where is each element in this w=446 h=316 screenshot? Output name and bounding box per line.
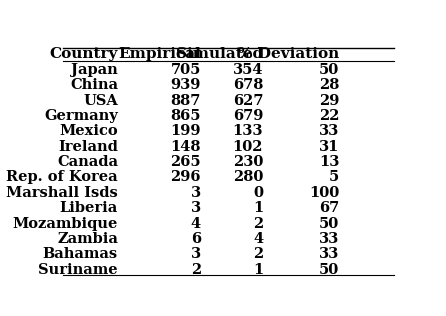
Text: Country: Country — [50, 47, 118, 62]
Text: Marshall Isds: Marshall Isds — [6, 186, 118, 200]
Text: Germany: Germany — [44, 109, 118, 123]
Text: Zambia: Zambia — [57, 232, 118, 246]
Text: 3: 3 — [191, 186, 201, 200]
Text: Japan: Japan — [71, 63, 118, 77]
Text: Canada: Canada — [57, 155, 118, 169]
Text: Suriname: Suriname — [38, 263, 118, 276]
Text: Simulated: Simulated — [176, 47, 263, 62]
Text: 6: 6 — [191, 232, 201, 246]
Text: 50: 50 — [319, 63, 339, 77]
Text: 50: 50 — [319, 263, 339, 276]
Text: China: China — [70, 78, 118, 92]
Text: Empirical: Empirical — [118, 47, 201, 62]
Text: USA: USA — [83, 94, 118, 108]
Text: 4: 4 — [253, 232, 263, 246]
Text: 102: 102 — [233, 140, 263, 154]
Text: 2: 2 — [253, 216, 263, 230]
Text: 4: 4 — [191, 216, 201, 230]
Text: 1: 1 — [253, 263, 263, 276]
Text: 887: 887 — [170, 94, 201, 108]
Text: 33: 33 — [319, 232, 339, 246]
Text: 679: 679 — [233, 109, 263, 123]
Text: 28: 28 — [319, 78, 339, 92]
Text: 1: 1 — [253, 201, 263, 215]
Text: 199: 199 — [170, 125, 201, 138]
Text: Ireland: Ireland — [58, 140, 118, 154]
Text: 678: 678 — [233, 78, 263, 92]
Text: 133: 133 — [233, 125, 263, 138]
Text: 2: 2 — [191, 263, 201, 276]
Text: Liberia: Liberia — [60, 201, 118, 215]
Text: 31: 31 — [319, 140, 339, 154]
Text: 296: 296 — [170, 170, 201, 185]
Text: 2: 2 — [253, 247, 263, 261]
Text: Bahamas: Bahamas — [43, 247, 118, 261]
Text: 33: 33 — [319, 247, 339, 261]
Text: 50: 50 — [319, 216, 339, 230]
Text: 0: 0 — [253, 186, 263, 200]
Text: 265: 265 — [170, 155, 201, 169]
Text: 5: 5 — [329, 170, 339, 185]
Text: 280: 280 — [233, 170, 263, 185]
Text: Mozambique: Mozambique — [12, 216, 118, 230]
Text: Mexico: Mexico — [59, 125, 118, 138]
Text: 29: 29 — [319, 94, 339, 108]
Text: 3: 3 — [191, 201, 201, 215]
Text: % Deviation: % Deviation — [238, 47, 339, 62]
Text: 148: 148 — [170, 140, 201, 154]
Text: 13: 13 — [319, 155, 339, 169]
Text: 100: 100 — [309, 186, 339, 200]
Text: 3: 3 — [191, 247, 201, 261]
Text: 67: 67 — [319, 201, 339, 215]
Text: Rep. of Korea: Rep. of Korea — [6, 170, 118, 185]
Text: 865: 865 — [170, 109, 201, 123]
Text: 230: 230 — [233, 155, 263, 169]
Text: 939: 939 — [170, 78, 201, 92]
Text: 627: 627 — [233, 94, 263, 108]
Text: 705: 705 — [170, 63, 201, 77]
Text: 22: 22 — [319, 109, 339, 123]
Text: 33: 33 — [319, 125, 339, 138]
Text: 354: 354 — [233, 63, 263, 77]
